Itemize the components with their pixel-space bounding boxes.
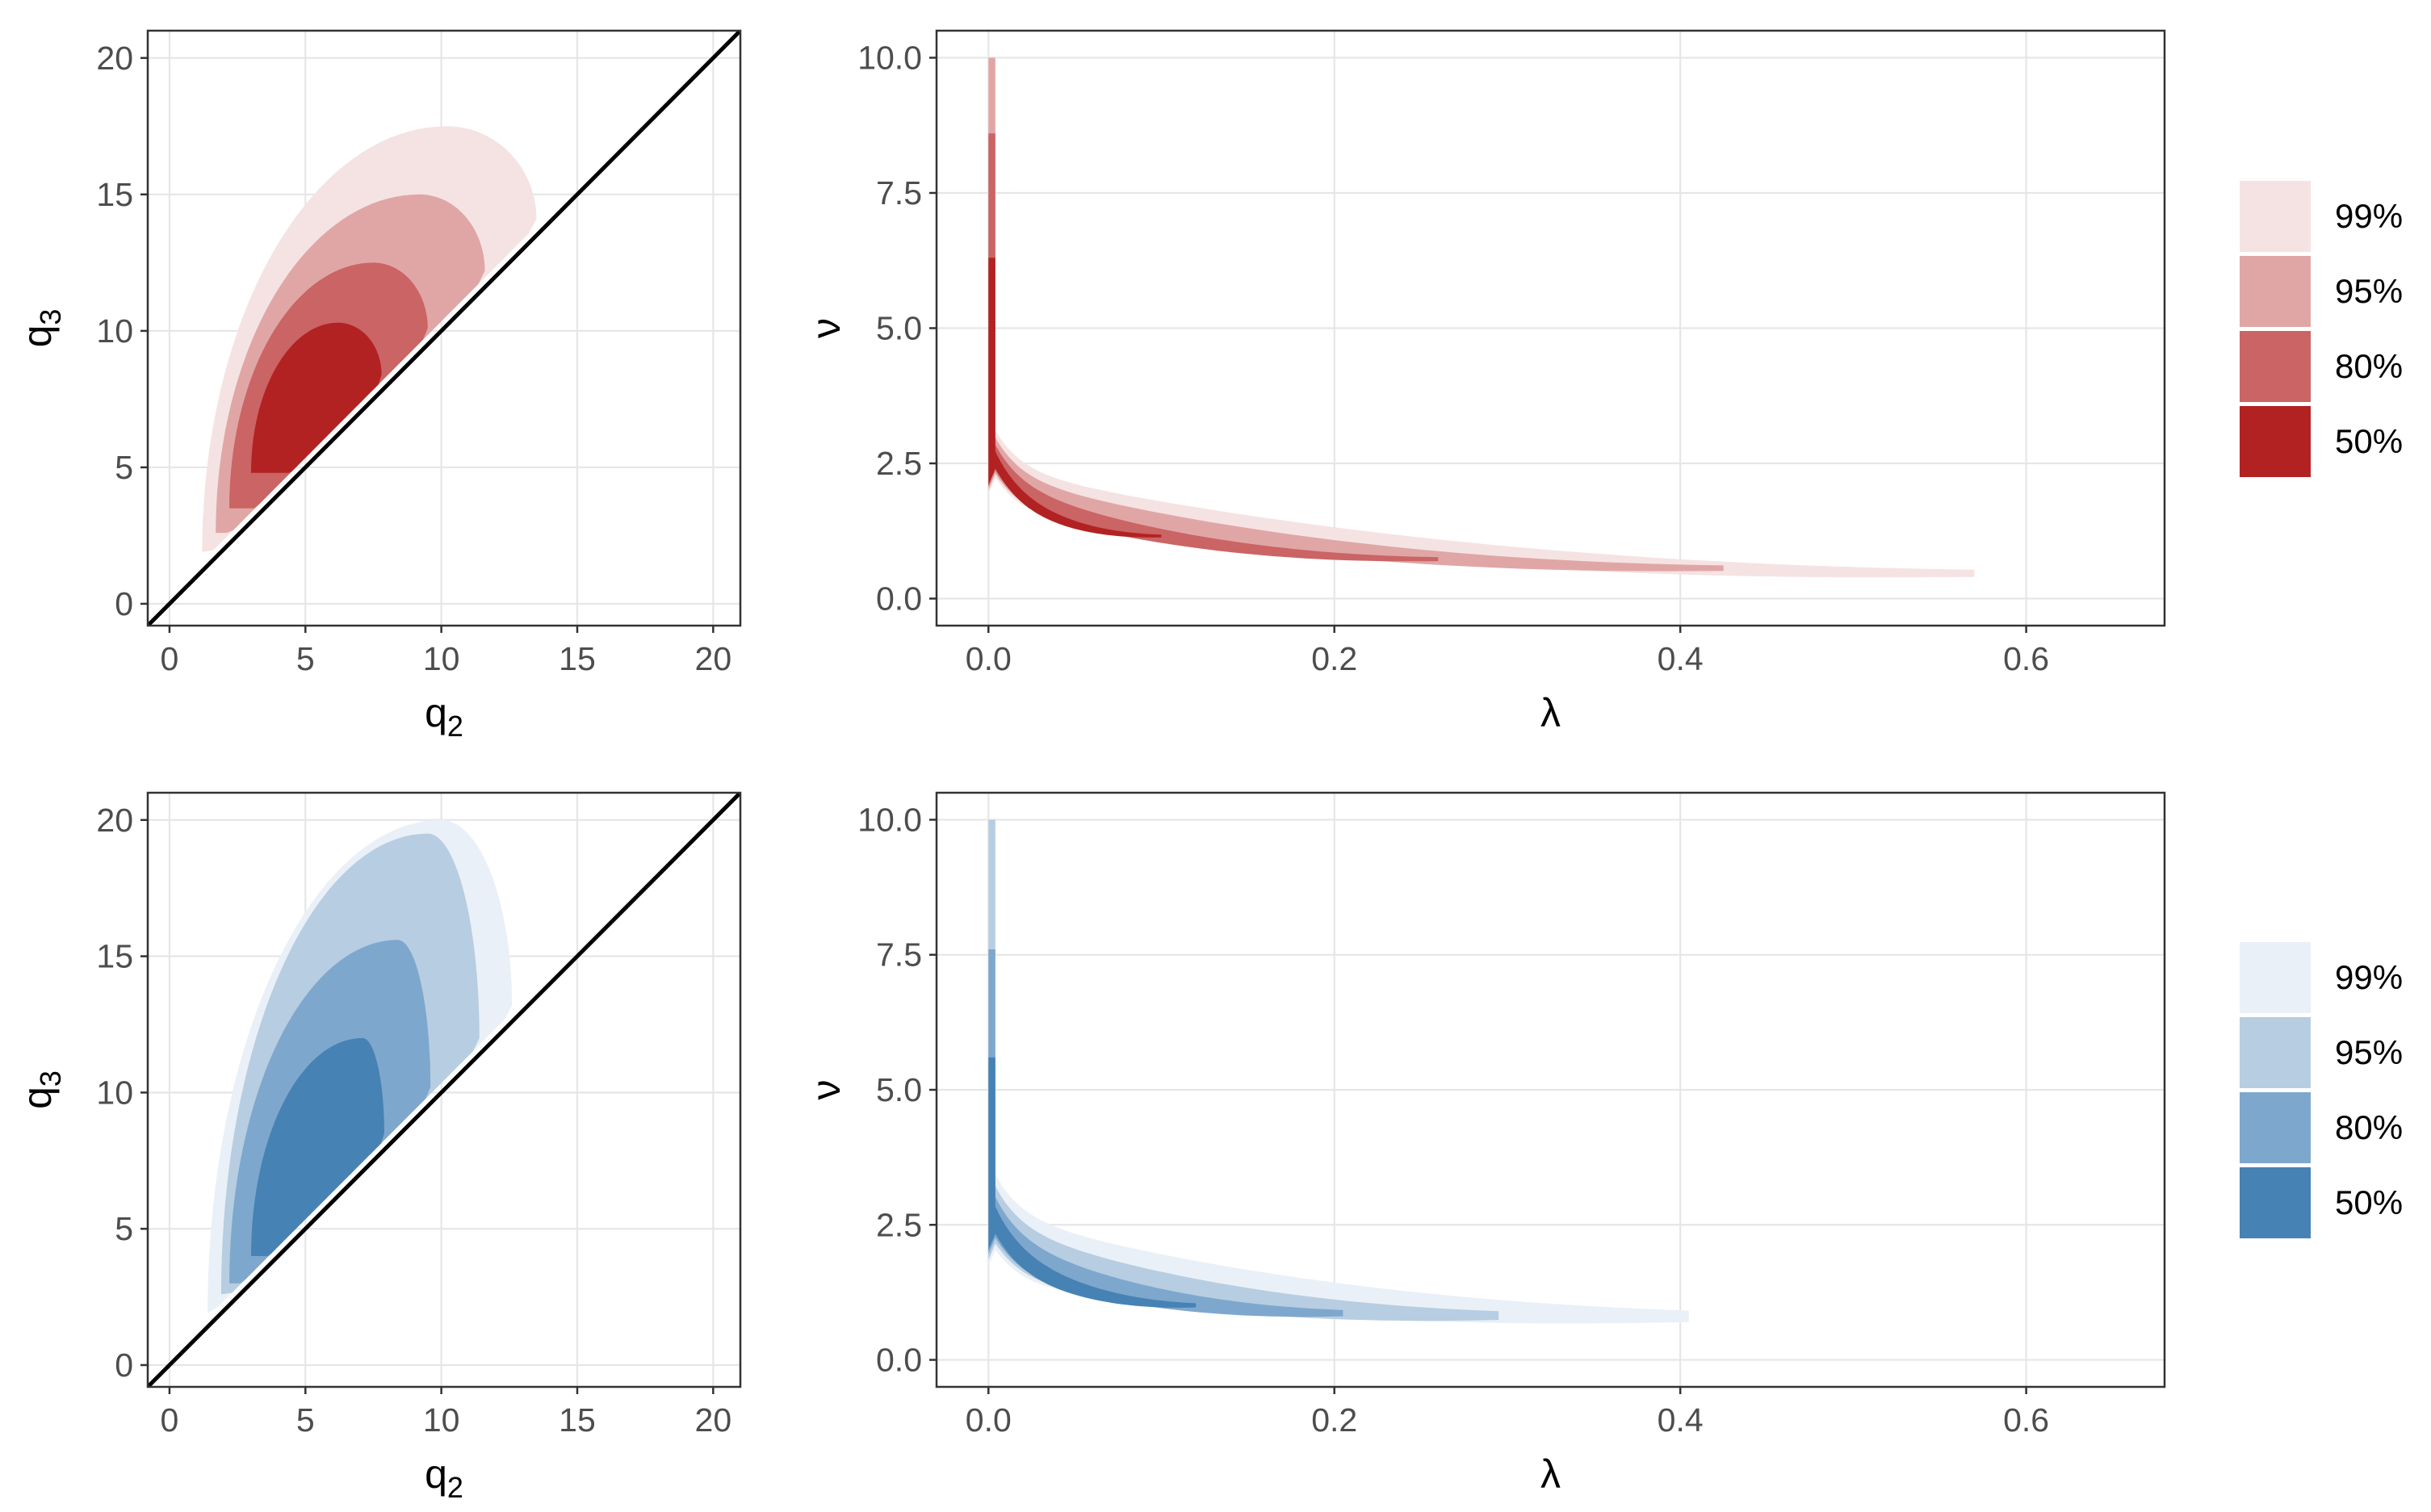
x-tick-label: 0.6 <box>2003 1401 2049 1439</box>
panel-border <box>146 791 742 1388</box>
y-axis-title-subscript: 3 <box>34 309 67 325</box>
y-tick-label: 20 <box>96 802 133 839</box>
legend-key <box>2240 1167 2311 1238</box>
legend-key <box>2240 406 2311 477</box>
x-tick-label: 5 <box>296 1401 315 1439</box>
x-tick-label: 10 <box>423 640 460 677</box>
y-axis-title: q3 <box>15 309 67 348</box>
legend-key <box>2240 1092 2311 1163</box>
x-tick-label: 0.0 <box>966 640 1012 677</box>
reference-line <box>148 793 740 1387</box>
x-tick-label: 20 <box>695 1401 732 1439</box>
x-axis-title: λ <box>1540 690 1561 735</box>
y-axis-title: q3 <box>15 1070 67 1109</box>
panel-border <box>146 29 742 627</box>
y-tick-label: 7.5 <box>876 174 922 212</box>
legend-key <box>2240 181 2311 252</box>
reference-line <box>148 31 740 626</box>
y-tick-label: 10.0 <box>857 801 922 838</box>
y-tick-label: 2.5 <box>876 445 922 482</box>
legend-label: 99% <box>2335 197 2403 235</box>
y-tick-label: 0.0 <box>876 1342 922 1379</box>
x-tick-label: 0.2 <box>1311 1401 1357 1439</box>
y-tick-label: 10 <box>96 312 133 350</box>
x-tick-label: 0.4 <box>1658 640 1704 677</box>
x-tick-label: 10 <box>423 1401 460 1439</box>
y-tick-label: 20 <box>96 40 133 77</box>
x-axis-title: q2 <box>425 1451 463 1504</box>
legend-key <box>2240 942 2311 1013</box>
plot-area <box>148 31 740 626</box>
y-tick-label: 0 <box>115 1347 133 1384</box>
y-tick-label: 0.0 <box>876 580 922 618</box>
panel-bottom-lambda: 0.0 0.2 0.4 0.6 0.0 2.5 5.0 7.5 10.0 λ ν <box>803 791 2166 1497</box>
panel-top-q: 0 5 10 15 20 0 5 10 15 20 q2 q3 <box>15 29 742 743</box>
y-tick-label: 5.0 <box>876 310 922 347</box>
x-tick-label: 15 <box>559 640 596 677</box>
legend-red: 99% 95% 80% 50% <box>2240 181 2403 477</box>
contour-region-50 <box>250 1037 384 1256</box>
legend-key <box>2240 256 2311 327</box>
legend-key <box>2240 331 2311 402</box>
x-axis-title: q2 <box>425 690 463 743</box>
y-tick-label: 0 <box>115 585 133 622</box>
y-tick-label: 5 <box>115 1210 133 1247</box>
plot-area <box>148 793 740 1387</box>
legend-key <box>2240 1017 2311 1088</box>
legend-blue: 99% 95% 80% 50% <box>2240 942 2403 1238</box>
x-tick-label: 0 <box>161 1401 179 1439</box>
legend-label: 99% <box>2335 958 2403 996</box>
x-axis-title-subscript: 2 <box>447 1471 463 1504</box>
legend-label: 50% <box>2335 422 2403 460</box>
legend-label: 80% <box>2335 1108 2403 1146</box>
y-tick-label: 7.5 <box>876 936 922 974</box>
legend-label: 95% <box>2335 272 2403 310</box>
x-tick-label: 0 <box>161 640 179 677</box>
panel-bottom-q: 0 5 10 15 20 0 5 10 15 20 q2 q3 <box>15 791 742 1504</box>
y-tick-label: 2.5 <box>876 1206 922 1243</box>
x-tick-label: 0.2 <box>1311 640 1357 677</box>
panel-top-lambda: 0.0 0.2 0.4 0.6 0.0 2.5 5.0 7.5 10.0 λ ν <box>803 29 2166 735</box>
legend-label: 50% <box>2335 1183 2403 1221</box>
y-tick-label: 10.0 <box>857 40 922 77</box>
x-axis-title-subscript: 2 <box>447 710 463 743</box>
x-axis-title: λ <box>1540 1451 1561 1497</box>
legend-label: 80% <box>2335 347 2403 385</box>
x-tick-label: 0.0 <box>966 1401 1012 1439</box>
y-axis-title: ν <box>803 1080 849 1100</box>
contour-region-50 <box>250 322 382 473</box>
y-axis-title: ν <box>803 318 849 338</box>
x-tick-label: 20 <box>695 640 732 677</box>
y-axis-title-subscript: 3 <box>34 1070 67 1087</box>
y-tick-label: 5.0 <box>876 1071 922 1108</box>
x-tick-label: 0.6 <box>2003 640 2049 677</box>
x-tick-label: 5 <box>296 640 315 677</box>
y-tick-label: 15 <box>96 938 133 975</box>
y-tick-label: 5 <box>115 449 133 486</box>
y-tick-label: 10 <box>96 1074 133 1111</box>
plot-area <box>988 819 1689 1324</box>
legend-label: 95% <box>2335 1033 2403 1071</box>
x-tick-label: 0.4 <box>1658 1401 1704 1439</box>
y-tick-label: 15 <box>96 176 133 213</box>
x-tick-label: 15 <box>559 1401 596 1439</box>
